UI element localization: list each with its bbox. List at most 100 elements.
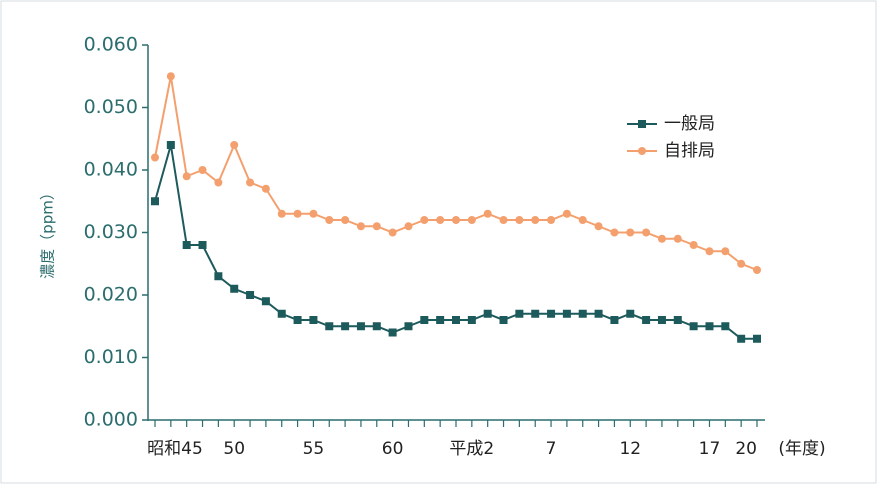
point — [388, 228, 397, 237]
point — [721, 247, 730, 256]
y-tick-label: 0.060 — [84, 34, 138, 56]
point — [341, 216, 350, 224]
point — [356, 222, 365, 231]
point — [166, 72, 175, 81]
point — [753, 266, 761, 274]
x-axis-label: (年度) — [778, 439, 825, 459]
point — [673, 316, 682, 324]
point — [467, 216, 476, 224]
point — [626, 309, 635, 318]
point — [610, 228, 619, 237]
y-tick-label: 0.020 — [84, 284, 138, 306]
legend-marker — [638, 120, 646, 128]
point — [198, 241, 207, 249]
x-tick-label: 20 — [735, 439, 757, 459]
x-tick-label: 55 — [303, 439, 325, 459]
point — [594, 222, 603, 231]
point — [246, 178, 255, 187]
point — [626, 228, 635, 237]
x-tick-label: 50 — [223, 439, 245, 459]
point — [404, 222, 413, 231]
point — [562, 309, 571, 318]
point — [182, 241, 191, 249]
point — [531, 309, 540, 318]
point — [483, 309, 492, 318]
point — [705, 247, 714, 256]
x-tick-label: 60 — [382, 439, 404, 459]
point — [753, 334, 761, 343]
y-tick-label: 0.040 — [84, 159, 138, 181]
y-tick-label: 0.010 — [84, 346, 138, 368]
point — [515, 309, 524, 318]
x-tick-label: 12 — [619, 439, 641, 459]
point — [198, 166, 207, 174]
point — [356, 322, 365, 331]
point — [436, 316, 445, 324]
point — [642, 228, 651, 237]
point — [737, 334, 746, 343]
point — [293, 209, 302, 218]
point — [182, 172, 191, 181]
point — [499, 216, 508, 224]
point — [420, 316, 429, 324]
point — [151, 153, 159, 162]
point — [657, 234, 666, 243]
point — [737, 259, 746, 268]
x-tick-label: 昭和45 — [147, 439, 203, 459]
point — [277, 309, 286, 318]
y-tick-label: 0.000 — [84, 409, 138, 431]
point — [689, 241, 698, 249]
point — [214, 178, 223, 187]
point — [499, 316, 508, 324]
y-tick-label: 0.030 — [84, 221, 138, 243]
point — [388, 328, 397, 337]
point — [531, 216, 540, 224]
legend-box — [617, 108, 737, 170]
x-tick-label: 平成2 — [449, 439, 494, 459]
legend-label: 一般局 — [664, 114, 715, 134]
point — [673, 234, 682, 243]
point — [452, 316, 460, 324]
point — [721, 322, 730, 331]
point — [325, 322, 334, 331]
point — [166, 141, 175, 149]
legend-marker — [638, 147, 646, 155]
y-tick-label: 0.050 — [84, 96, 138, 118]
point — [372, 322, 381, 331]
point — [261, 184, 270, 193]
point — [277, 209, 286, 218]
point — [689, 322, 698, 331]
point — [642, 316, 651, 324]
point — [547, 309, 556, 318]
point — [341, 322, 350, 331]
point — [452, 216, 460, 224]
point — [261, 297, 270, 306]
point — [309, 316, 318, 324]
point — [578, 309, 587, 318]
legend-label: 自排局 — [664, 141, 715, 161]
point — [562, 209, 571, 218]
point — [515, 216, 524, 224]
point — [230, 284, 239, 293]
point — [325, 216, 334, 224]
point — [436, 216, 445, 224]
point — [467, 316, 476, 324]
point — [420, 216, 429, 224]
point — [578, 216, 587, 224]
x-tick-label: 7 — [546, 439, 557, 459]
x-tick-label: 17 — [699, 439, 721, 459]
point — [483, 209, 492, 218]
point — [610, 316, 619, 324]
point — [404, 322, 413, 331]
point — [151, 197, 159, 206]
point — [372, 222, 381, 231]
point — [705, 322, 714, 331]
point — [547, 216, 556, 224]
point — [214, 272, 223, 281]
y-axis-label: 濃度（ppm） — [39, 185, 57, 279]
point — [230, 141, 239, 149]
point — [293, 316, 302, 324]
